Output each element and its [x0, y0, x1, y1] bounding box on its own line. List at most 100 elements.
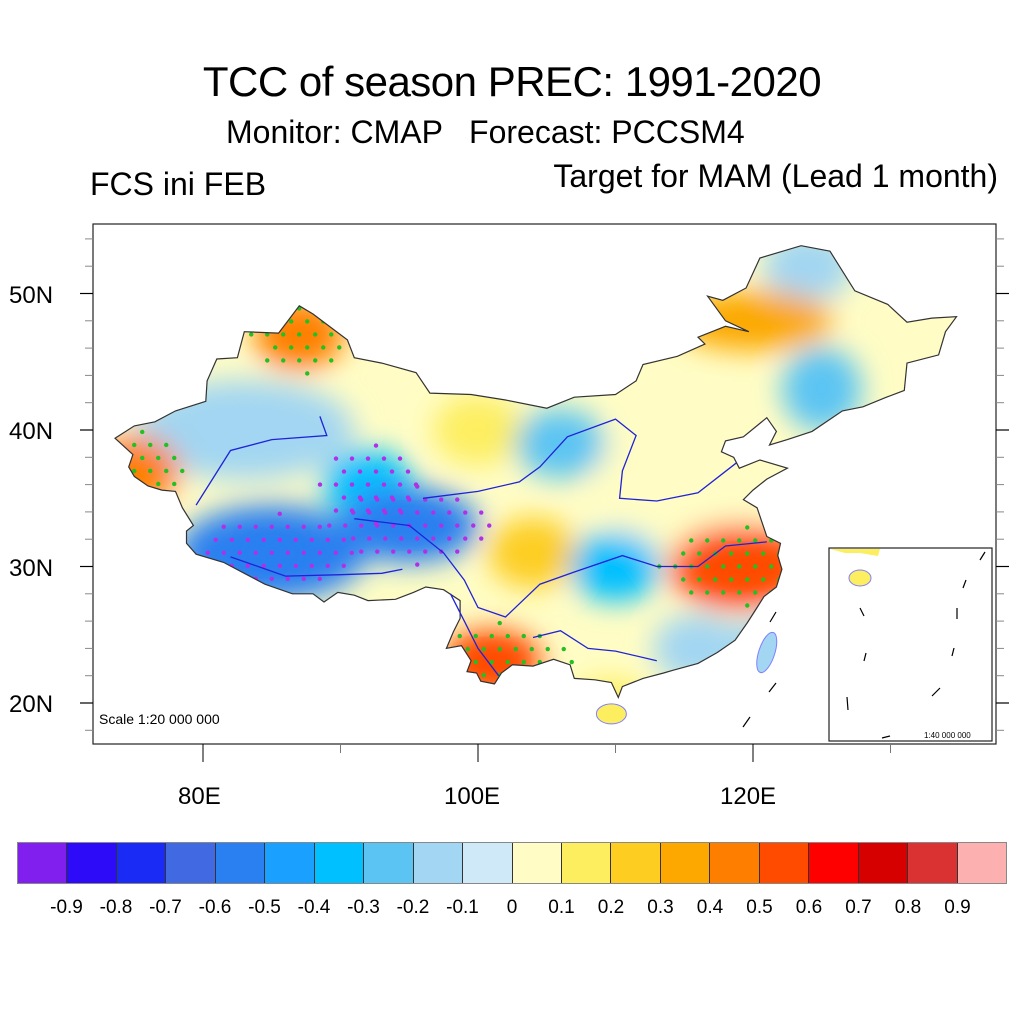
axis-ticks — [80, 238, 1009, 762]
stipple-dot — [689, 538, 694, 543]
stipple-dot — [108, 482, 112, 486]
stipple-dot — [343, 523, 348, 528]
colorbar-box — [809, 843, 859, 883]
colorbar-tick-label: 0.4 — [696, 897, 724, 918]
stipple-dot — [325, 563, 330, 569]
plot-frame — [92, 223, 997, 745]
stipple-dot — [413, 482, 419, 487]
stipple-dot — [375, 549, 380, 554]
stipple-dot — [365, 482, 371, 487]
tcc-region — [673, 290, 833, 351]
stipple-dot — [116, 468, 121, 474]
stipple-dot — [713, 577, 718, 582]
stipple-dot — [457, 685, 462, 691]
stipple-dot — [313, 332, 318, 337]
stipple-dot — [273, 345, 278, 350]
stipple-dot — [455, 523, 460, 528]
lat-label-30n: 30N — [9, 555, 54, 582]
stipple-dot — [737, 590, 742, 595]
colorbar-box — [858, 843, 909, 883]
stipple-dot — [745, 577, 750, 582]
lon-label-100e: 100E — [444, 783, 501, 810]
stipple-dot — [329, 332, 334, 337]
stipple-dot — [407, 549, 412, 554]
stipple-dot — [397, 482, 403, 487]
stipple-dot — [391, 549, 396, 554]
stipple-dot — [84, 469, 88, 473]
stipple-dot — [253, 550, 258, 556]
stipple-dot — [389, 469, 395, 474]
stipple-dot — [345, 332, 350, 337]
colorbar-box — [611, 843, 661, 883]
stipple-dot — [447, 510, 452, 515]
tcc-region — [488, 517, 578, 588]
inset-mainland — [830, 549, 880, 556]
stipple-dot — [463, 510, 468, 515]
stipple-dot — [399, 536, 404, 541]
stipple-dot — [293, 563, 298, 569]
stipple-dot — [337, 345, 342, 350]
stipple-dot — [793, 551, 798, 556]
stipple-dot — [164, 442, 169, 448]
stipple-dot — [221, 576, 226, 582]
stipple-dot — [415, 562, 420, 567]
stipple-dot — [801, 564, 806, 569]
stipple-dot — [351, 536, 356, 541]
stipple-dot — [213, 537, 218, 543]
stipple-dot — [489, 685, 494, 691]
stipple-dot — [140, 429, 145, 435]
stipple-dot — [497, 646, 502, 652]
colorbar-box — [710, 843, 760, 883]
stipple-dot — [301, 576, 306, 582]
stipple-dot — [317, 482, 323, 487]
stipple-dot — [465, 646, 470, 652]
nine-dash-line-segment — [881, 735, 891, 739]
stipple-dot — [441, 633, 446, 639]
stipple-dot — [317, 550, 322, 556]
stipple-dot — [513, 672, 518, 678]
stipple-dot — [341, 537, 346, 543]
river-line — [230, 556, 403, 577]
nine-dash-line-segment — [931, 687, 941, 697]
stipple-dot — [301, 524, 306, 530]
colorbar-tick-label: 0.8 — [894, 897, 922, 918]
tcc-region — [781, 347, 862, 432]
colorbar-tick-label: 0.2 — [597, 897, 625, 918]
colorbar-tick-label: 0.9 — [944, 897, 971, 918]
stipple-dot — [327, 523, 332, 528]
stipple-dot — [457, 659, 462, 665]
stipple-dot — [793, 577, 798, 582]
stipple-dot — [180, 468, 185, 474]
stipple-dot — [349, 550, 354, 556]
stipple-dot — [561, 672, 566, 678]
islands — [595, 631, 778, 725]
stipple-dot — [229, 537, 234, 543]
colorbar-tick-label: -0.9 — [50, 897, 83, 918]
lon-label-120e: 120E — [720, 783, 777, 810]
stipple-dot — [277, 537, 282, 543]
colorbar-box — [265, 843, 315, 883]
colorbar-tick-label: 0.3 — [647, 897, 674, 918]
colorbar-tick-label: -0.2 — [396, 897, 430, 918]
stipple-dot — [317, 576, 322, 582]
stipple-dot — [164, 494, 169, 500]
colorbar-tick-label: 0.1 — [548, 897, 575, 918]
stipple-dot — [124, 481, 129, 487]
stipple-dot — [124, 455, 129, 461]
stipple-dot — [405, 469, 411, 474]
stipple-dot — [349, 508, 355, 513]
stipple-dot — [505, 633, 510, 639]
stipple-dot — [505, 685, 510, 691]
stipple-dot — [349, 456, 355, 461]
river-line — [195, 416, 328, 506]
river-line — [422, 418, 737, 502]
stipple-dot — [521, 633, 526, 639]
stipple-dot — [359, 523, 364, 528]
stipple-dot — [313, 306, 318, 311]
inset-hainan — [848, 569, 872, 587]
colorbar-tick-label: 0 — [506, 897, 518, 918]
stipple-dot — [431, 536, 436, 541]
stipple-dot — [285, 524, 290, 530]
stipple-dot — [108, 456, 112, 460]
stipple-dot — [329, 358, 334, 363]
